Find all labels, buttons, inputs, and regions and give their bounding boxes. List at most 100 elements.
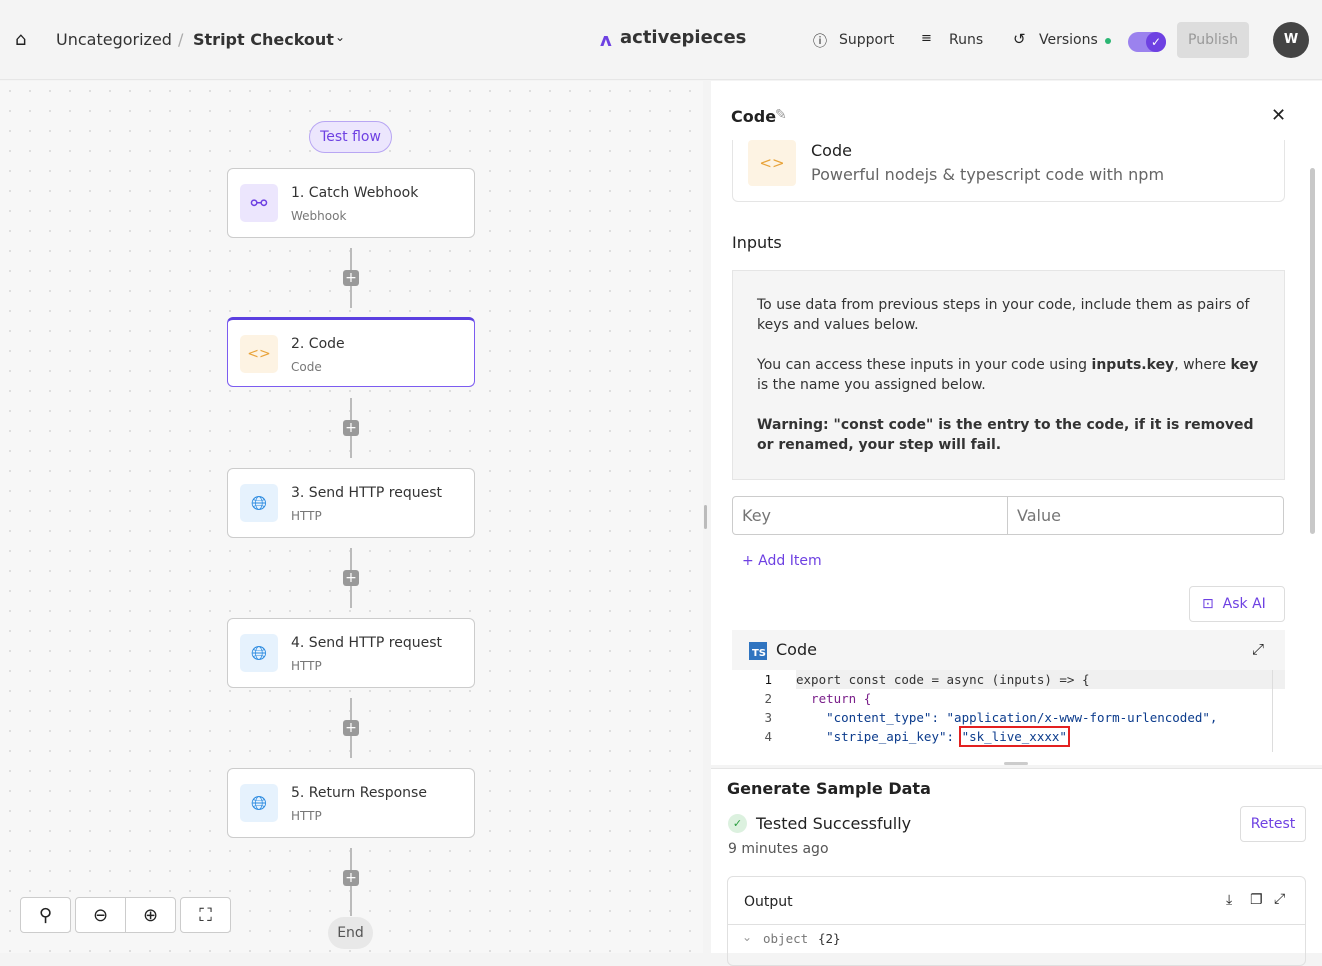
ask-ai-label: Ask AI [1222, 596, 1266, 612]
code-line: "content_type": "application/x-www-form-… [796, 710, 1218, 725]
globe-icon: 🌐︎ [240, 784, 278, 822]
value-input[interactable] [1007, 496, 1284, 535]
test-flow-button[interactable]: Test flow [309, 121, 392, 153]
api-key-highlight: "sk_live_xxxx" [958, 726, 1070, 747]
add-step-button[interactable]: + [343, 720, 359, 736]
step-subtitle: HTTP [291, 659, 322, 673]
expand-icon[interactable]: ⤢ [1274, 891, 1286, 907]
sample-data-title: Generate Sample Data [727, 779, 931, 798]
retest-button[interactable]: Retest [1240, 806, 1306, 842]
zoom-in-icon: ⊕ [142, 904, 159, 926]
output-object[interactable]: object [763, 931, 809, 946]
flow-name[interactable]: Stript Checkout [193, 30, 334, 49]
step-title: 1. Catch Webhook [291, 185, 419, 201]
step-title: 4. Send HTTP request [291, 635, 443, 651]
step-subtitle: Code [291, 360, 322, 374]
step-title: 3. Send HTTP request [291, 485, 443, 501]
runs-link[interactable]: Runs [949, 32, 984, 48]
add-item-button[interactable]: + Add Item [742, 553, 822, 569]
expand-icon[interactable]: ⤢ [1252, 640, 1265, 658]
status-dot [1105, 38, 1111, 44]
line-number: 1 [764, 672, 772, 687]
zoom-out-button[interactable]: ⊖ [75, 897, 126, 933]
line-number: 3 [764, 710, 772, 725]
download-icon[interactable]: ⤓ [1226, 892, 1233, 908]
step-node-code[interactable]: <> 2. Code Code [227, 317, 475, 387]
code-line: return { [796, 691, 872, 706]
info-text: You can access these inputs in your code… [757, 357, 1259, 393]
fit-view-button[interactable]: ⚲ [20, 897, 71, 933]
step-node-return-response[interactable]: 🌐︎ 5. Return Response HTTP [227, 768, 475, 838]
globe-icon: 🌐︎ [240, 634, 278, 672]
key-input[interactable] [732, 496, 1008, 535]
add-step-button[interactable]: + [343, 570, 359, 586]
zoom-out-icon: ⊖ [92, 904, 109, 926]
inputs-label: Inputs [732, 233, 782, 252]
enable-toggle[interactable]: ✓ [1128, 32, 1166, 52]
runs-icon[interactable]: ≡ [921, 31, 932, 46]
piece-description: Powerful nodejs & typescript code with n… [811, 165, 1165, 184]
code-icon: <> [240, 335, 278, 373]
ask-ai-button[interactable]: ⊡ Ask AI [1189, 586, 1285, 622]
support-link[interactable]: Support [839, 32, 895, 48]
code-line: export const code = async (inputs) => { [796, 672, 1090, 687]
close-icon[interactable]: ✕ [1271, 105, 1287, 126]
code-line: "stripe_api_key": "sk_live_xxxx" [796, 726, 1070, 747]
add-step-button[interactable]: + [343, 420, 359, 436]
step-settings-panel: Code ✎ ✕ <> Code Powerful nodejs & types… [711, 81, 1322, 765]
edit-icon[interactable]: ✎ [775, 107, 787, 123]
line-number: 2 [764, 691, 772, 706]
check-circle-icon: ✓ [728, 814, 747, 833]
avatar[interactable]: W [1273, 22, 1309, 58]
editor-title: Code [776, 640, 817, 659]
step-subtitle: HTTP [291, 809, 322, 823]
breadcrumb-folder[interactable]: Uncategorized [56, 30, 172, 49]
code-icon: <> [748, 140, 796, 186]
step-subtitle: HTTP [291, 509, 322, 523]
robot-icon: ⊡ [1202, 596, 1214, 612]
split-handle[interactable] [1004, 762, 1028, 765]
globe-icon: 🌐︎ [240, 484, 278, 522]
support-icon[interactable]: ⓘ [813, 34, 827, 50]
add-step-button[interactable]: + [343, 870, 359, 886]
inputs-info-box: To use data from previous steps in your … [732, 270, 1285, 480]
focus-icon: ⛶ [199, 904, 212, 926]
scrollbar[interactable] [1310, 168, 1315, 534]
search-icon: ⚲ [38, 904, 53, 926]
code-editor[interactable]: TS Code ⤢ 1 export const code = async (i… [732, 630, 1285, 752]
typescript-icon: TS [749, 642, 767, 660]
output-label: Output [744, 894, 793, 910]
piece-card: <> Code Powerful nodejs & typescript cod… [732, 140, 1285, 202]
breadcrumb-separator: / [178, 30, 184, 49]
focus-button[interactable]: ⛶ [180, 897, 231, 933]
test-status: Tested Successfully [756, 814, 912, 833]
step-title: 5. Return Response [291, 785, 427, 801]
sample-data-section: Generate Sample Data ✓ Tested Successful… [711, 768, 1322, 966]
chevron-down-icon[interactable]: ⌄ [335, 30, 346, 44]
history-icon[interactable]: ↺ [1013, 30, 1026, 48]
panel-title: Code [731, 107, 777, 126]
logo: activepieces [620, 27, 747, 48]
end-marker: End [328, 917, 373, 949]
step-node-webhook[interactable]: ⚯ 1. Catch Webhook Webhook [227, 168, 475, 238]
step-subtitle: Webhook [291, 209, 347, 223]
publish-button[interactable]: Publish [1177, 22, 1249, 58]
chevron-down-icon[interactable]: ⌄ [742, 930, 753, 944]
top-bar: ⌂ Uncategorized / Stript Checkout ⌄ ʌ ac… [0, 0, 1322, 80]
home-icon[interactable]: ⌂ [15, 29, 27, 50]
step-node-http[interactable]: 🌐︎ 4. Send HTTP request HTTP [227, 618, 475, 688]
zoom-in-button[interactable]: ⊕ [125, 897, 176, 933]
logo-icon: ʌ [600, 30, 612, 51]
versions-link[interactable]: Versions [1039, 32, 1098, 48]
copy-icon[interactable]: ❐ [1250, 892, 1263, 908]
step-title: 2. Code [291, 336, 345, 352]
info-text: To use data from previous steps in your … [757, 297, 1250, 333]
piece-name: Code [811, 141, 852, 160]
step-node-http[interactable]: 🌐︎ 3. Send HTTP request HTTP [227, 468, 475, 538]
add-step-button[interactable]: + [343, 270, 359, 286]
output-count: {2} [818, 931, 841, 946]
line-number: 4 [764, 729, 772, 744]
panel-resize-handle[interactable] [704, 505, 707, 529]
webhook-icon: ⚯ [240, 184, 278, 222]
code-area[interactable]: 1 export const code = async (inputs) => … [732, 670, 1285, 752]
